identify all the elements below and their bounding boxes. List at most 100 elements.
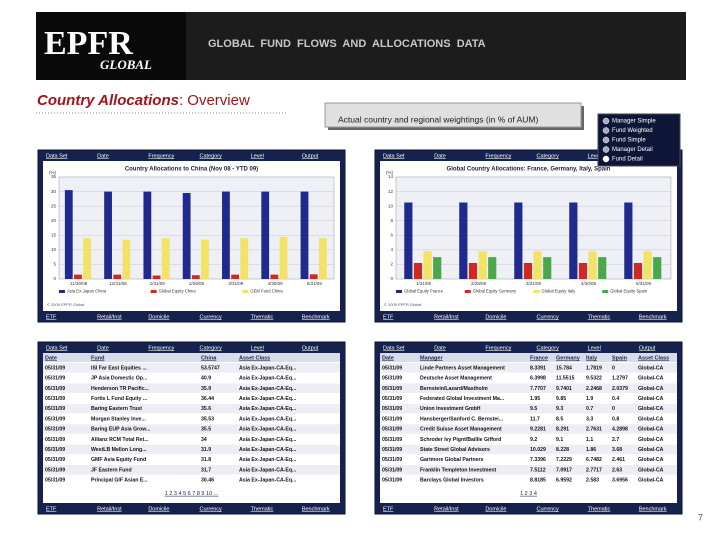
bar — [578, 262, 588, 279]
table-cell: 3.68 — [612, 447, 622, 453]
bar — [113, 274, 122, 279]
x-tick-label: 11/30/08 — [70, 281, 88, 286]
page-number: 7 — [698, 512, 703, 522]
table-cell: 8.228 — [556, 447, 569, 453]
radio-button[interactable] — [602, 146, 610, 153]
table-cell: 2.2468 — [586, 386, 602, 392]
bar — [201, 239, 209, 279]
table-cell: 3.6956 — [612, 478, 628, 484]
table-cell: 6.3998 — [530, 376, 546, 382]
bar — [643, 251, 652, 279]
y-tick-label: 4 — [390, 247, 393, 252]
radio-button[interactable] — [602, 136, 610, 144]
bottom-tab: Domicile — [148, 314, 169, 320]
table-cell: 05/31/09 — [382, 427, 402, 433]
bottom-tab: Benchmark — [639, 314, 667, 320]
logo-box — [36, 12, 186, 80]
table-cell: 0 — [612, 406, 615, 412]
table-cell: Asia Ex-Japan-CA-Eq... — [239, 467, 297, 473]
table-cell: 53.5747 — [201, 365, 220, 371]
bar — [261, 191, 270, 279]
table-cell: 1.86 — [586, 447, 596, 453]
bottom-tab: Benchmark — [639, 506, 667, 512]
legend-label: Global Equity France — [404, 289, 444, 294]
caption: Actual country and regional weightings (… — [338, 114, 538, 124]
bar — [598, 257, 607, 279]
top-tab: Category — [200, 345, 223, 351]
bar — [624, 202, 633, 279]
table-cell: 8.8185 — [530, 478, 546, 484]
x-tick-label: 12/31/08 — [109, 281, 127, 286]
table-cell: 05/31/09 — [45, 376, 65, 382]
table-row — [43, 414, 340, 424]
bottom-tab: Currency — [537, 506, 560, 512]
table-cell: Schroder Ivy Pignt/Baillie Gifford — [420, 437, 501, 443]
table-cell: Global-CA — [638, 447, 664, 453]
table-cell: State Street Global Advisors — [420, 447, 490, 453]
table-cell: Henderson TR Pacific... — [91, 386, 150, 392]
top-tab: Output — [302, 345, 319, 351]
table-cell: Asia Ex-Japan-CA-Eq... — [239, 396, 297, 402]
radio-button[interactable] — [602, 127, 610, 134]
table-cell: 7.7707 — [530, 386, 546, 392]
table-cell: Asia Ex-Japan-CA-Eq... — [239, 427, 297, 433]
table-cell: 8.291 — [556, 427, 569, 433]
column-header: Fund — [91, 355, 104, 361]
table-row — [380, 363, 677, 373]
top-tab: Level — [588, 345, 601, 351]
bar — [543, 257, 552, 279]
title-main: Country Allocations: Overview — [37, 92, 250, 109]
bottom-tab: ETF — [46, 314, 57, 320]
top-tab: Category — [537, 153, 560, 159]
column-header: Date — [382, 355, 394, 361]
table-cell: Deutsche Asset Management — [420, 376, 492, 382]
table-cell: 05/31/09 — [45, 416, 65, 422]
table-row — [43, 465, 340, 475]
table-cell: WestLB Mellon Long... — [91, 447, 147, 453]
table-cell: 05/31/09 — [45, 386, 65, 392]
table-row — [380, 444, 677, 455]
table-cell: ISI Far East Equities ... — [91, 365, 147, 371]
top-tab: Data Set — [383, 345, 405, 351]
table-row — [43, 424, 340, 434]
tagline: GLOBAL FUND FLOWS AND ALLOCATIONS DATA — [208, 38, 486, 50]
table-cell: 9.5 — [530, 406, 537, 412]
bottom-tab: ETF — [383, 506, 394, 512]
column-header: Italy — [586, 355, 598, 361]
table-row — [43, 403, 340, 414]
legend-label: GEM Fund China — [250, 289, 283, 294]
option-label: Fund Simple — [612, 138, 646, 144]
x-tick-label: 5/31/09 — [636, 281, 652, 286]
table-row — [43, 383, 340, 393]
bottom-tab: Domicile — [485, 314, 506, 320]
radio-button[interactable] — [602, 117, 610, 125]
table-cell: 36.44 — [201, 396, 214, 402]
table-cell: 35.6 — [201, 406, 211, 412]
option-label: Fund Detail — [612, 157, 643, 163]
bar — [514, 202, 523, 279]
table-cell: 05/31/09 — [382, 406, 402, 412]
top-tab: Frequency — [485, 153, 511, 159]
table-row — [43, 434, 340, 444]
chart-footer: © 2009 EPFR Global — [384, 302, 422, 307]
table-cell: 8.3391 — [530, 365, 546, 371]
x-tick-label: 4/30/09 — [581, 281, 597, 286]
table-cell: 2.7 — [612, 437, 619, 443]
column-header: Germany — [556, 355, 581, 361]
table-cell: 05/31/09 — [382, 478, 402, 484]
bar — [152, 275, 161, 279]
table-cell: 9.85 — [556, 396, 566, 402]
logo: EPFR — [44, 25, 133, 62]
y-tick-label: 30 — [51, 189, 57, 194]
column-header: Date — [45, 355, 57, 361]
table-cell: 05/31/09 — [45, 437, 65, 443]
table-cell: Global-CA — [638, 427, 664, 433]
bottom-tab: Currency — [200, 314, 223, 320]
x-tick-label: 2/28/09 — [471, 281, 487, 286]
top-tab: Date — [434, 153, 446, 159]
bottom-tab: Benchmark — [302, 314, 330, 320]
y-tick-label: 0 — [53, 276, 56, 281]
table-cell: 10.029 — [530, 447, 546, 453]
radio-button[interactable] — [602, 155, 610, 163]
bar — [83, 238, 92, 279]
